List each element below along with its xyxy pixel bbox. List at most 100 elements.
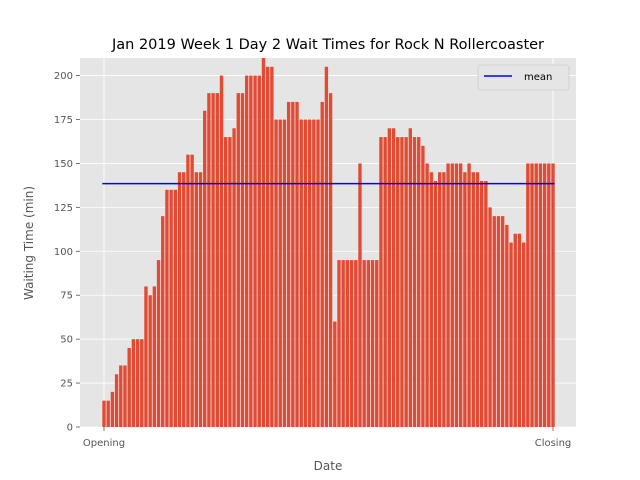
bar xyxy=(261,58,266,427)
bar xyxy=(148,295,152,427)
y-tick-label: 0 xyxy=(67,423,73,434)
bar xyxy=(161,216,165,427)
y-tick-label: 125 xyxy=(54,203,73,214)
bar xyxy=(463,172,467,427)
bar xyxy=(530,163,534,427)
bar xyxy=(324,66,329,428)
bar xyxy=(505,224,509,427)
bar xyxy=(500,216,505,427)
bar xyxy=(127,347,131,427)
bar xyxy=(135,339,140,427)
y-tick-label: 25 xyxy=(60,379,73,390)
bar xyxy=(341,260,345,427)
bar xyxy=(412,137,417,428)
bar xyxy=(211,93,215,428)
bar xyxy=(282,119,287,427)
bar xyxy=(333,321,337,427)
bar xyxy=(521,242,526,427)
bar xyxy=(131,339,136,427)
bar xyxy=(492,216,496,427)
bar xyxy=(102,400,106,427)
bar xyxy=(307,119,312,427)
bar xyxy=(433,181,438,427)
bar xyxy=(551,163,555,427)
bar xyxy=(475,172,480,427)
bar xyxy=(169,189,173,427)
bar xyxy=(165,189,169,427)
bar xyxy=(240,93,245,428)
bar xyxy=(438,172,442,427)
bar xyxy=(484,181,488,427)
x-axis-title: Date xyxy=(314,459,343,473)
bar xyxy=(425,163,429,427)
y-tick-label: 100 xyxy=(54,247,73,258)
bar xyxy=(337,260,341,427)
y-axis-title: Waiting Time (min) xyxy=(22,186,36,300)
bar xyxy=(144,286,148,427)
bar xyxy=(471,172,475,427)
bar xyxy=(450,163,454,427)
bar xyxy=(446,163,450,427)
bar xyxy=(370,260,375,427)
y-tick-label: 75 xyxy=(60,291,73,302)
bar xyxy=(182,172,186,427)
bar xyxy=(459,163,463,427)
bar xyxy=(177,172,182,427)
bar xyxy=(236,93,240,428)
bar xyxy=(375,260,379,427)
bars xyxy=(102,58,555,428)
bar xyxy=(152,286,157,427)
bar xyxy=(286,101,291,427)
bar xyxy=(265,66,270,428)
bar xyxy=(408,128,413,428)
bar xyxy=(106,400,110,427)
bar xyxy=(320,101,324,427)
bar xyxy=(156,260,161,427)
bar xyxy=(349,260,354,427)
bar xyxy=(190,154,194,427)
bar xyxy=(303,119,308,427)
bar xyxy=(123,365,127,427)
bar xyxy=(526,163,530,427)
y-tick-label: 200 xyxy=(54,71,73,82)
bar xyxy=(299,119,303,427)
bar xyxy=(400,137,404,428)
bar xyxy=(295,101,299,427)
bar xyxy=(207,93,211,428)
bar xyxy=(232,128,236,428)
x-tick-label: Opening xyxy=(83,438,125,449)
bar xyxy=(417,137,421,428)
bar xyxy=(429,172,433,427)
bar xyxy=(110,391,115,427)
bar xyxy=(194,172,198,427)
bar xyxy=(488,207,492,427)
bar xyxy=(345,260,350,427)
bar xyxy=(274,119,278,427)
bar xyxy=(454,163,459,427)
bar xyxy=(496,216,501,427)
bar xyxy=(278,119,282,427)
bar xyxy=(366,260,371,427)
bar xyxy=(257,75,261,428)
bar xyxy=(114,374,119,427)
bar xyxy=(513,233,517,427)
bar xyxy=(203,110,207,427)
bar xyxy=(249,75,253,428)
bar xyxy=(404,137,408,428)
bar xyxy=(396,137,400,428)
bar xyxy=(215,93,219,428)
bar xyxy=(328,93,333,428)
bar xyxy=(244,75,249,428)
bar xyxy=(119,365,123,427)
bar xyxy=(509,242,513,427)
y-axis-ticks: 0 25 50 75 100 125 150 175 200 xyxy=(54,71,80,434)
bar xyxy=(534,163,538,427)
bar xyxy=(219,75,224,428)
chart-title: Jan 2019 Week 1 Day 2 Wait Times for Roc… xyxy=(111,37,544,53)
x-axis-ticks: Opening Closing xyxy=(83,427,571,449)
bar xyxy=(391,128,396,428)
bar xyxy=(383,137,387,428)
bar xyxy=(542,163,547,427)
legend-mean-label: mean xyxy=(524,72,552,83)
